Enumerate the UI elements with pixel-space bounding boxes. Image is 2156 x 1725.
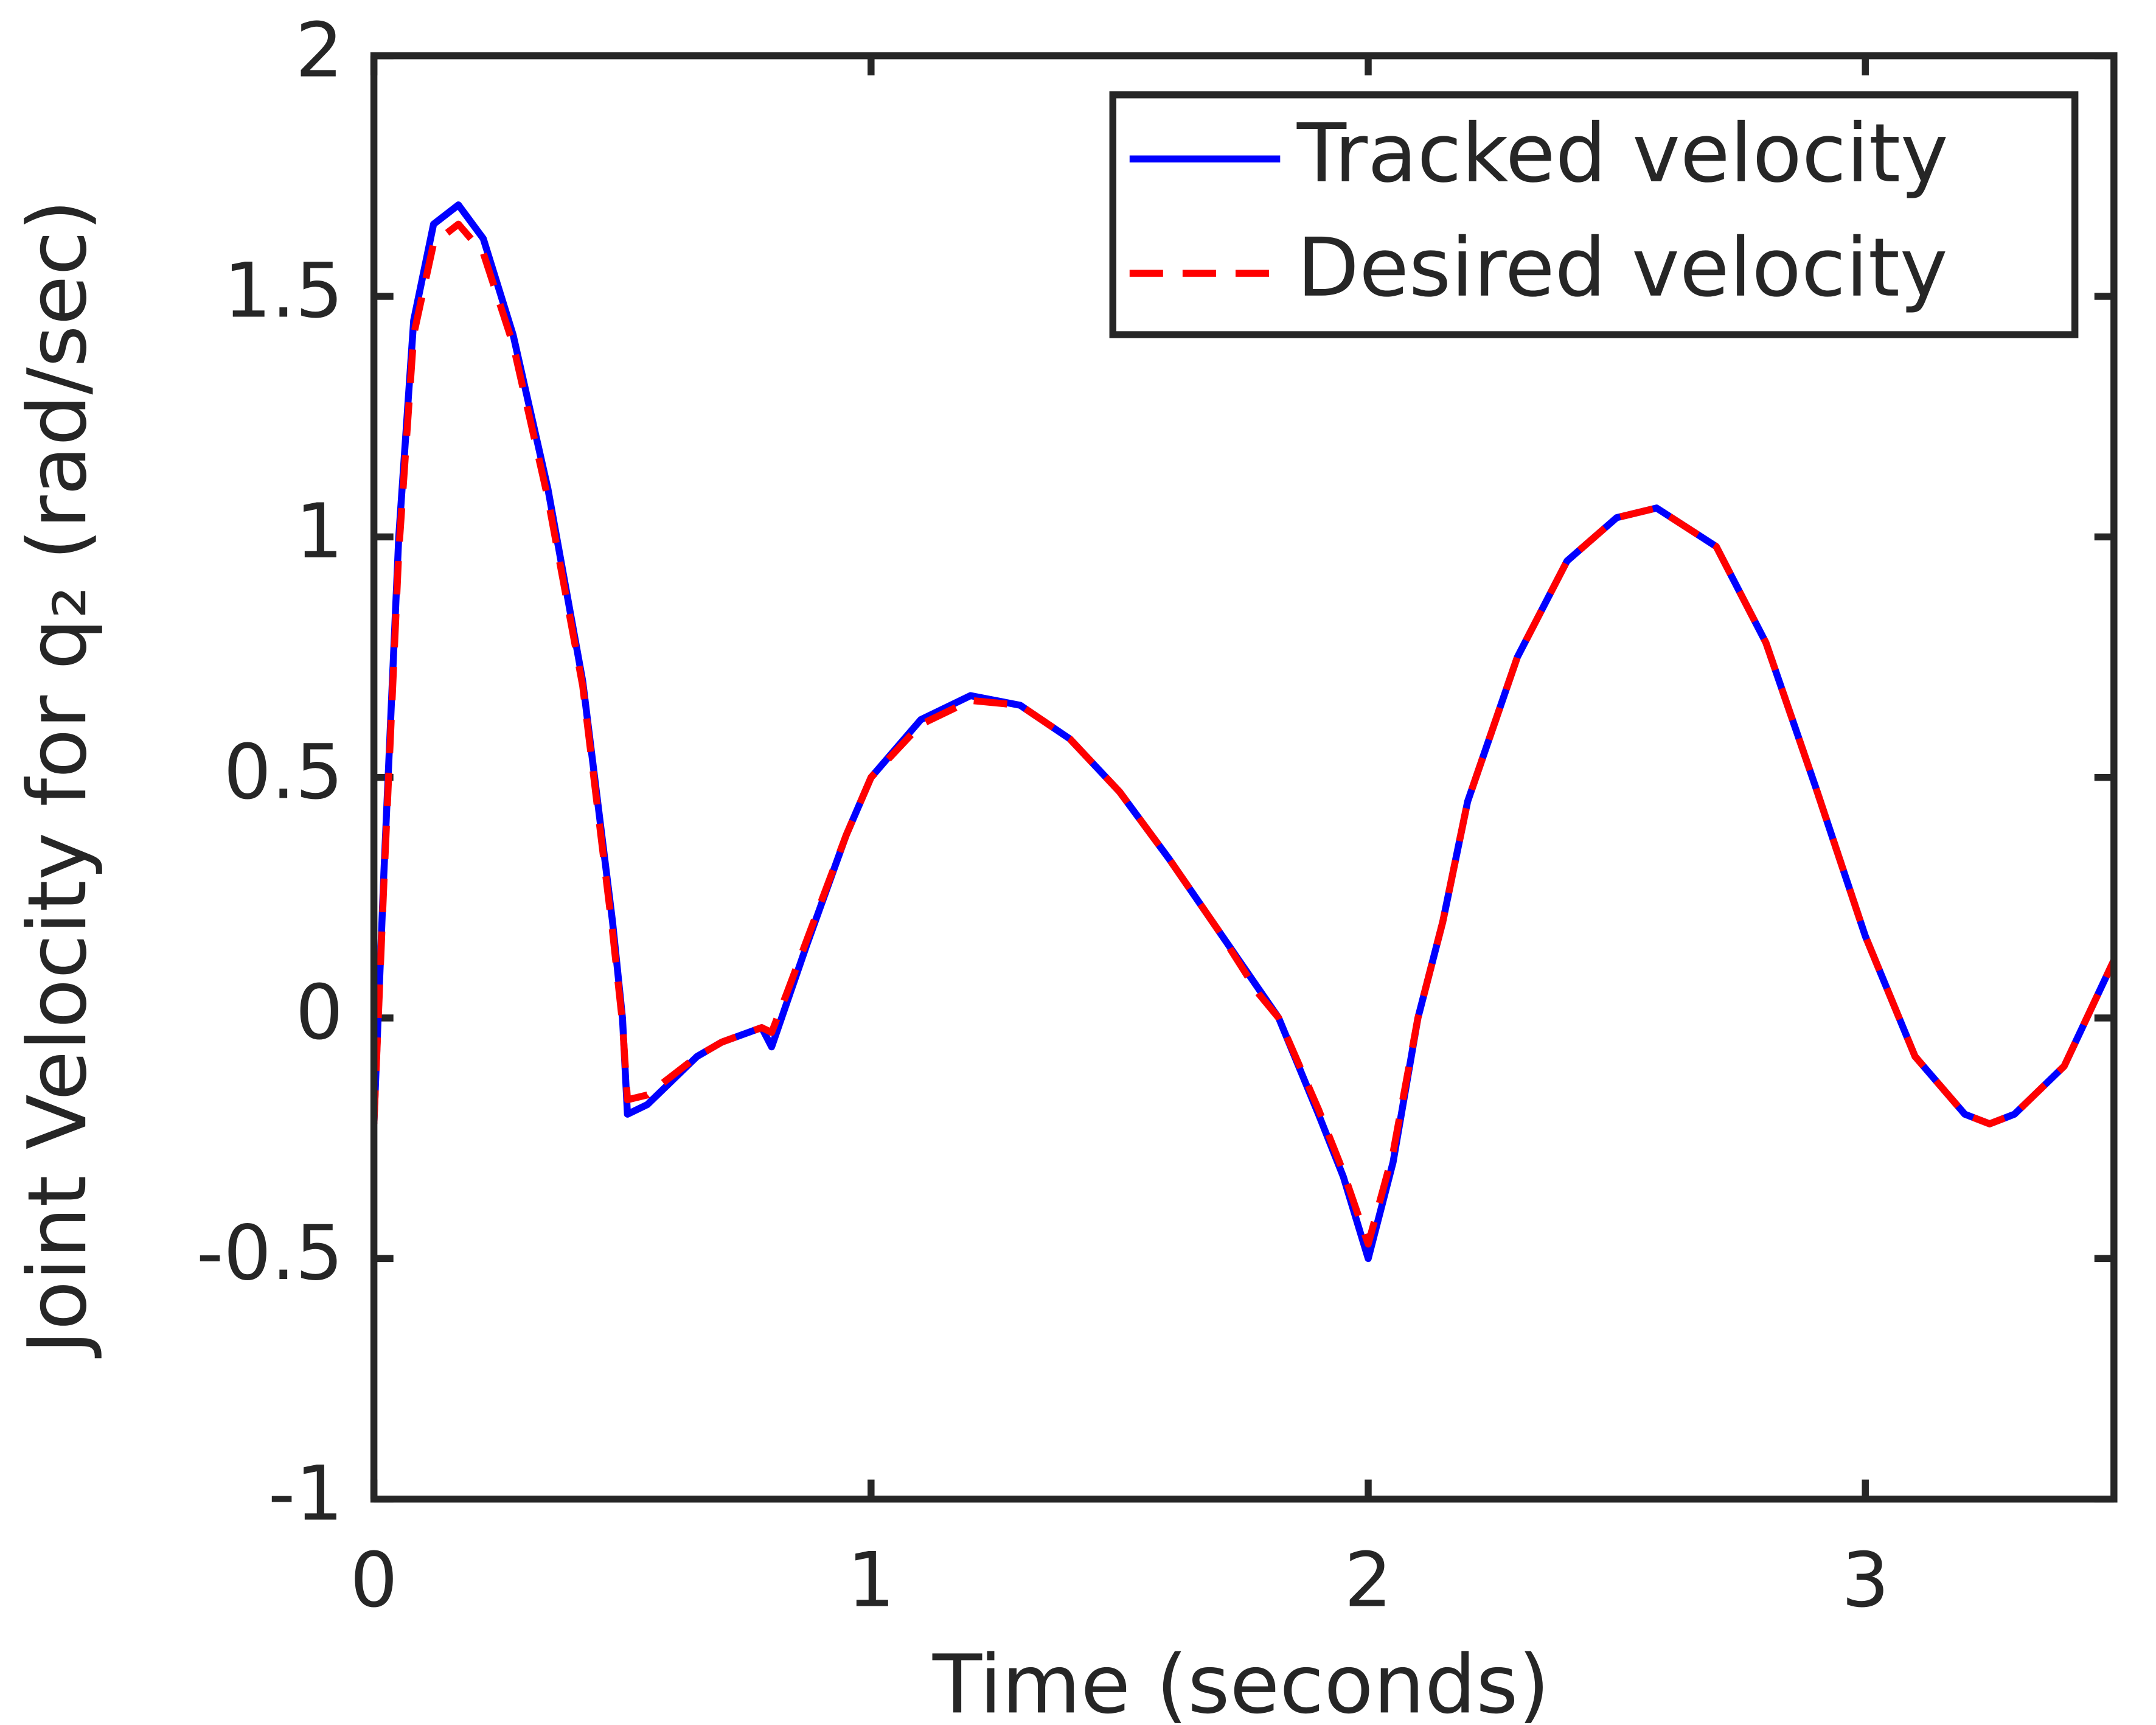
x-tick-label: 2 [1344, 1537, 1393, 1625]
legend-box [1109, 91, 2079, 338]
x-tick-label: 3 [1841, 1537, 1890, 1625]
x-tick-label: 1 [847, 1537, 895, 1625]
x-axis-label: Time (seconds) [932, 1638, 1549, 1725]
y-tick-label: 1.5 [223, 248, 343, 335]
y-tick-label: 2 [295, 7, 343, 94]
y-tick-label: 1 [295, 488, 343, 576]
x-tick-label: 0 [350, 1537, 398, 1625]
legend-label: Desired velocity [1297, 221, 1948, 315]
y-tick-label: 0.5 [223, 728, 343, 816]
axes-box [370, 52, 2118, 1503]
y-tick-label: 0 [295, 969, 343, 1057]
y-axis-label: Joint Velocity for q₂ (rad/sec) [11, 200, 105, 1359]
legend-label: Tracked velocity [1296, 107, 1949, 201]
y-tick-label: -0.5 [196, 1210, 343, 1297]
y-tick-label: -1 [268, 1450, 343, 1538]
series-line [374, 220, 2114, 1248]
